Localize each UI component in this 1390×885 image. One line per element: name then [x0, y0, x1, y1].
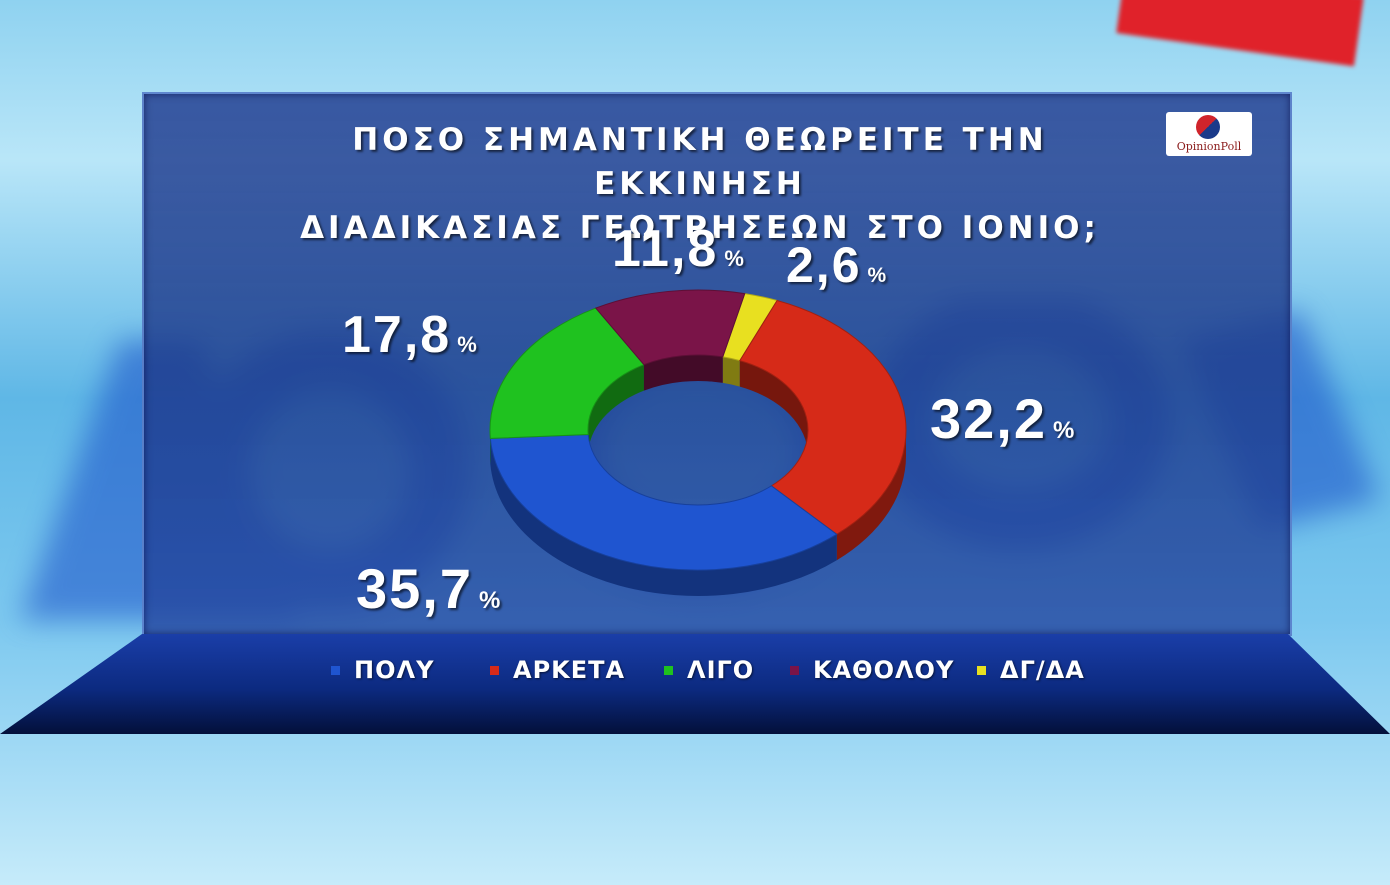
chart-title-line2: ΔΙΑΔΙΚΑΣΙΑΣ ΓΕΩΤΡΗΣΕΩΝ ΣΤΟ ΙΟΝΙΟ; [300, 210, 1100, 246]
donut-inner-walls [587, 355, 808, 456]
legend-label: ΛΙΓΟ [687, 656, 755, 684]
percent-sign: % [868, 264, 889, 287]
percent-sign: % [457, 332, 479, 357]
donut-inner-ΚΑΘΟΛΟΥ [643, 355, 723, 391]
legend-item-ΔΓ/ΔΑ: ΔΓ/ΔΑ [977, 656, 1085, 684]
legend-label: ΚΑΘΟΛΟΥ [813, 656, 955, 684]
value-label-ΛΙΓΟ: 17,8% [342, 306, 479, 364]
percent-sign: % [724, 246, 746, 271]
chart-title-line1: ΠΟΣΟ ΣΗΜΑΝΤΙΚΗ ΘΕΩΡΕΙΤΕ ΤΗΝ ΕΚΚΙΝΗΣΗ [352, 122, 1048, 202]
donut-side-ΠΟΛΥ [490, 438, 837, 597]
legend-swatch-icon [664, 665, 673, 675]
donut-slice-ΚΑΘΟΛΟΥ [594, 289, 746, 366]
donut-inner-ΛΙΓΟ [587, 364, 644, 456]
value-label-ΚΑΘΟΛΟΥ: 11,8% [612, 220, 746, 278]
chart-legend: ΠΟΛΥ ΑΡΚΕΤΑ ΛΙΓΟ ΚΑΘΟΛΟΥ ΔΓ/ΔΑ [0, 656, 1390, 686]
value-label-ΠΟΛΥ: 35,7% [356, 557, 502, 620]
stage-floor [0, 634, 1390, 734]
donut-side-ΑΡΚΕΤΑ [836, 430, 906, 561]
logo-text: OpinionPoll [1176, 140, 1242, 153]
percent-sign: % [1053, 417, 1076, 444]
legend-swatch-icon [790, 665, 799, 675]
legend-swatch-icon [331, 665, 340, 675]
legend-item-ΛΙΓΟ: ΛΙΓΟ [664, 656, 754, 684]
legend-item-ΠΟΛΥ: ΠΟΛΥ [331, 656, 434, 684]
legend-item-ΚΑΘΟΛΟΥ: ΚΑΘΟΛΟΥ [790, 656, 954, 684]
donut-inner-ΑΡΚΕΤΑ [739, 360, 808, 456]
percent-sign: % [479, 587, 502, 614]
donut-slice-ΑΡΚΕΤΑ [739, 299, 907, 535]
donut-slice-ΛΙΓΟ [489, 307, 645, 439]
legend-item-ΑΡΚΕΤΑ: ΑΡΚΕΤΑ [490, 656, 625, 684]
legend-label: ΔΓ/ΔΑ [1000, 656, 1085, 684]
legend-swatch-icon [490, 665, 499, 675]
legend-label: ΑΡΚΕΤΑ [513, 656, 626, 684]
donut-inner-ΔΓ/ΔΑ [722, 356, 740, 387]
logo-circle-icon [1196, 115, 1220, 139]
opinionpoll-logo: OpinionPoll [1166, 112, 1252, 156]
legend-label: ΠΟΛΥ [354, 656, 435, 684]
value-label-ΔΓ/ΔΑ: 2,6% [786, 237, 888, 293]
donut-slice-ΠΟΛΥ [489, 433, 838, 571]
value-label-ΑΡΚΕΤΑ: 32,2% [930, 387, 1076, 450]
legend-swatch-icon [977, 665, 986, 675]
chart-title: ΠΟΣΟ ΣΗΜΑΝΤΙΚΗ ΘΕΩΡΕΙΤΕ ΤΗΝ ΕΚΚΙΝΗΣΗ ΔΙΑ… [260, 118, 1140, 250]
